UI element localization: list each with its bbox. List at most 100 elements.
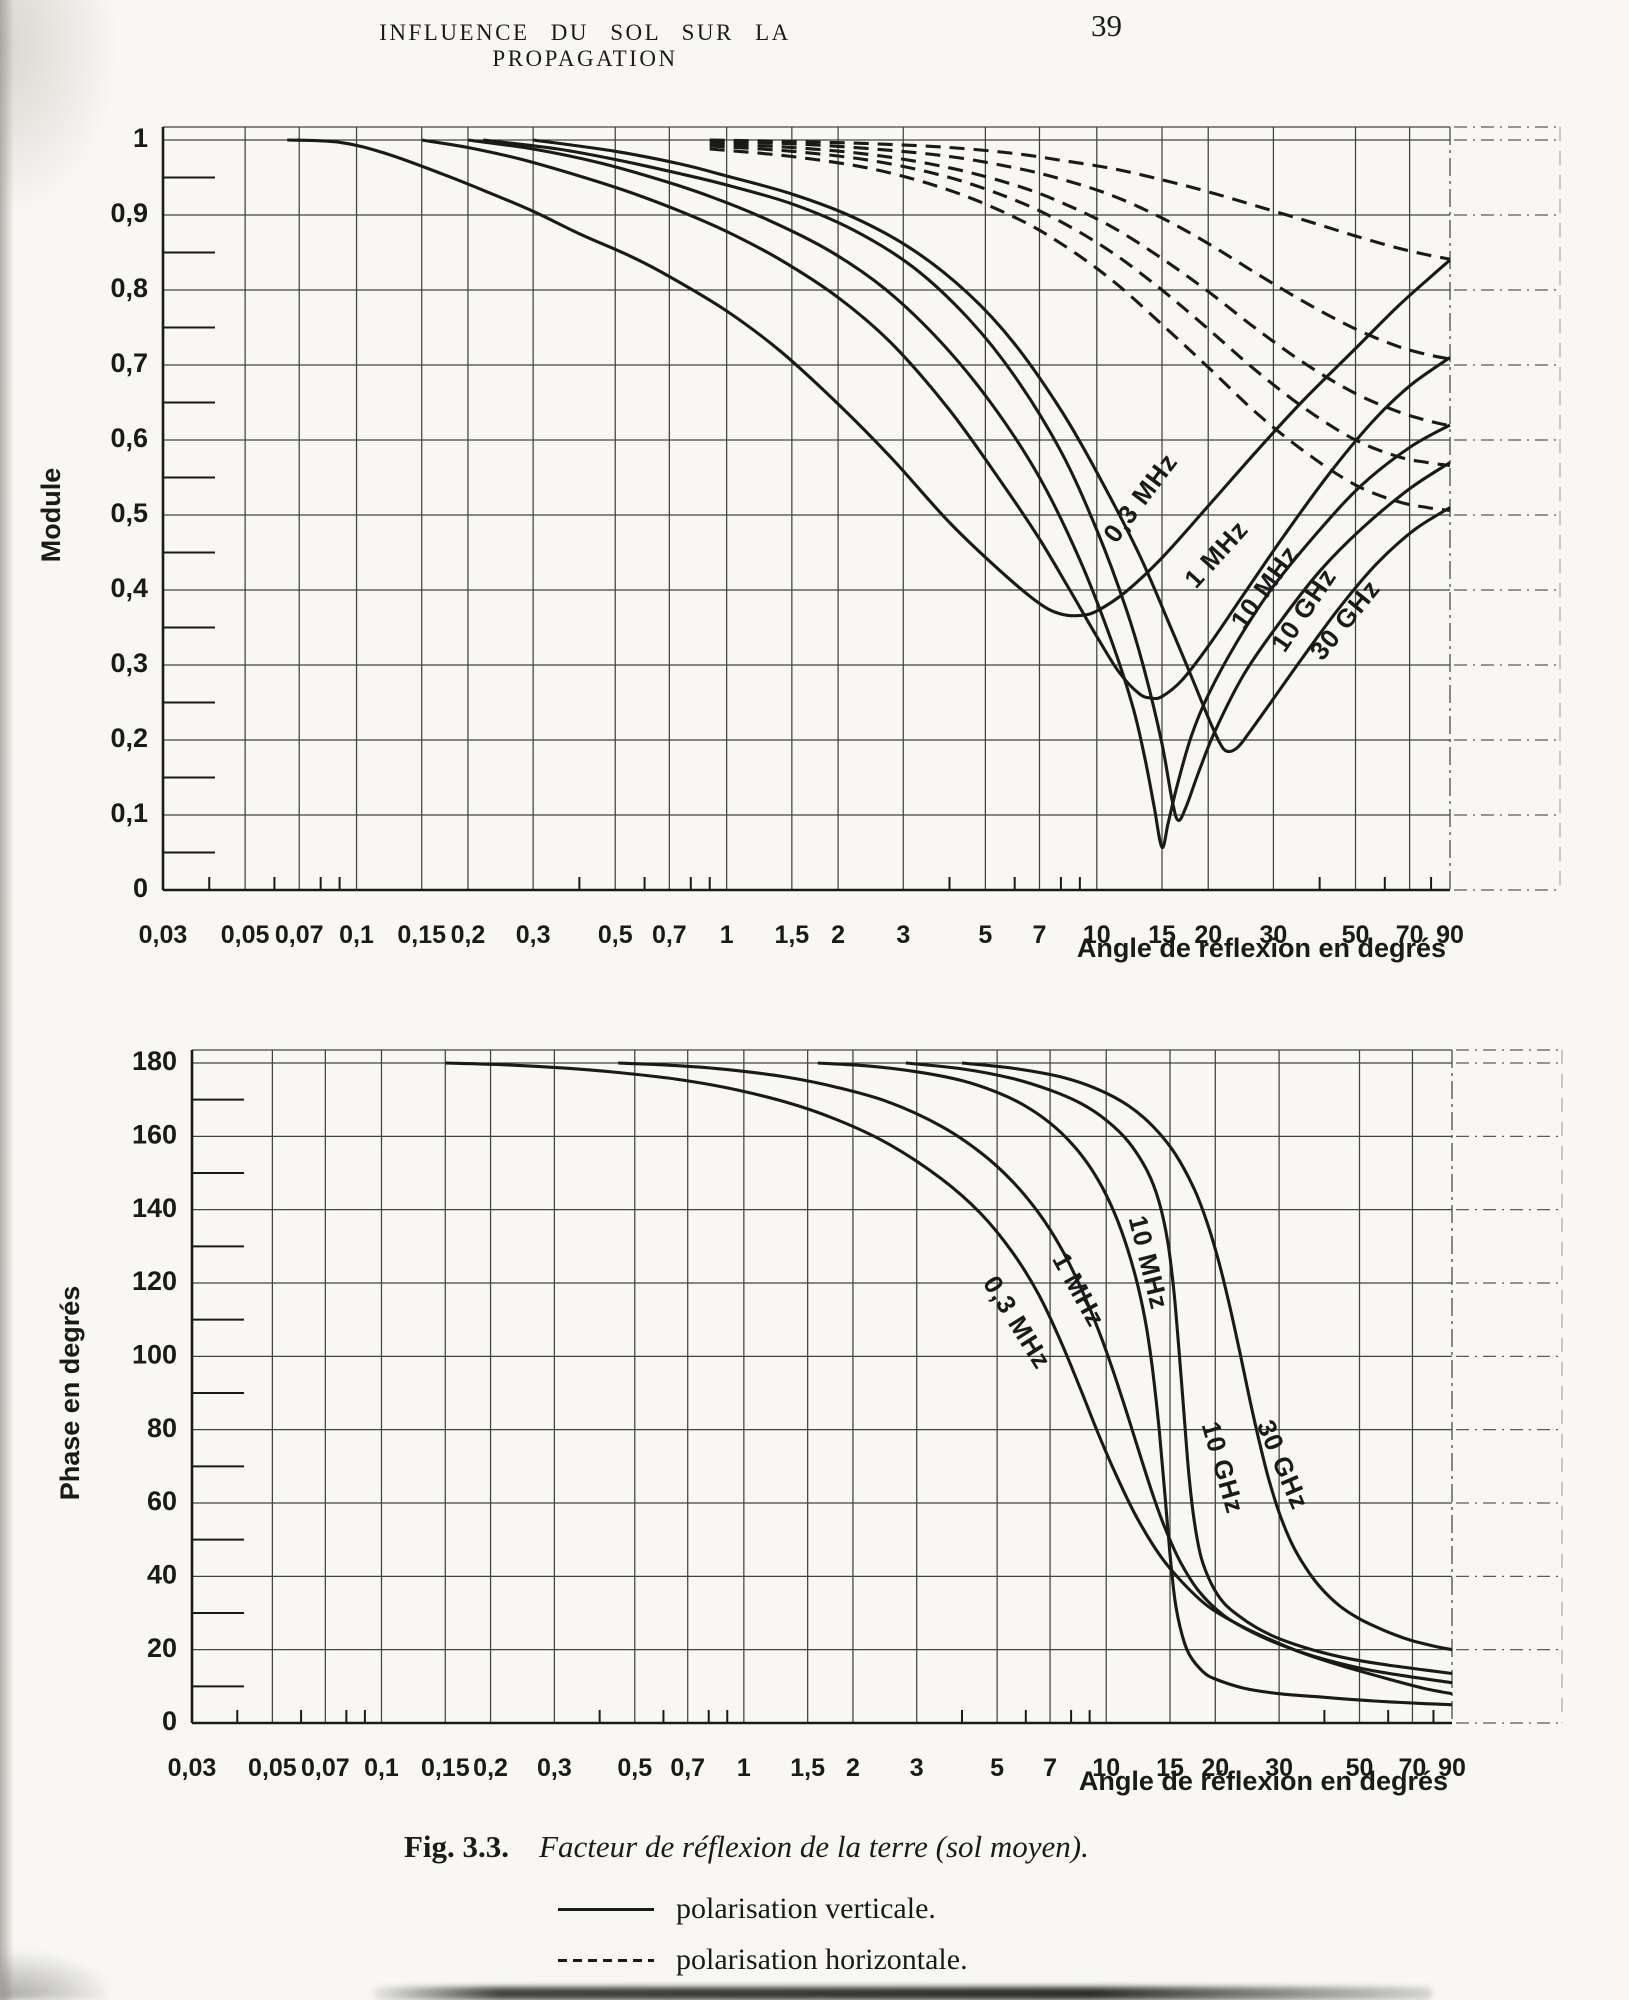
module-tick-labels: 1 0,9 0,8 0,7 0,6 0,5 0,4 0,3 0,2 0,1 0 0,03 0,05 0,0…: [110, 123, 1463, 949]
svg-text:0,7: 0,7: [110, 348, 148, 378]
svg-text:120: 120: [132, 1266, 177, 1296]
phase-x-axis-title: Angle de réflexion en degrés: [1079, 1766, 1448, 1796]
svg-text:1,5: 1,5: [790, 1754, 825, 1782]
svg-text:0,7: 0,7: [652, 921, 687, 949]
svg-text:20: 20: [1194, 921, 1222, 949]
svg-text:15: 15: [1148, 921, 1176, 949]
svg-text:0,5: 0,5: [598, 921, 633, 949]
curve-03MHz-horizontale: [709, 138, 1451, 261]
svg-text:7: 7: [1033, 921, 1047, 949]
svg-text:0: 0: [133, 873, 148, 903]
svg-text:50: 50: [1346, 1754, 1374, 1782]
curve-1MHz-horizontale: [709, 139, 1451, 361]
svg-text:0,5: 0,5: [617, 1754, 652, 1782]
svg-text:90: 90: [1436, 921, 1464, 949]
curve-30GHz-verticale: [961, 1061, 1453, 1652]
svg-text:10: 10: [1092, 1754, 1120, 1782]
svg-text:80: 80: [147, 1413, 177, 1443]
svg-text:0,3: 0,3: [110, 648, 148, 678]
dashed-line-swatch: [558, 1958, 654, 1962]
svg-text:3: 3: [910, 1754, 924, 1782]
svg-text:0,07: 0,07: [275, 921, 324, 949]
svg-text:0,1: 0,1: [110, 798, 148, 828]
curve-03MHz-verticale: [287, 138, 1452, 618]
legend-dashed-label: polarisation horizontale.: [676, 1943, 968, 1976]
svg-text:0,3: 0,3: [516, 921, 551, 949]
module-x-axis-title: Angle de réflexion en degrés: [1077, 933, 1446, 963]
module-chart: 1 0,9 0,8 0,7 0,6 0,5 0,4 0,3 0,2 0,1 0 0,03 0,05 0,0…: [36, 123, 1561, 963]
curve-1MHz-verticale: [421, 138, 1451, 701]
svg-text:0,5: 0,5: [110, 498, 148, 528]
svg-text:0,15: 0,15: [421, 1754, 470, 1782]
curve-10MHz-verticale: [817, 1061, 1453, 1707]
svg-text:0,2: 0,2: [473, 1754, 508, 1782]
svg-text:15: 15: [1156, 1754, 1184, 1782]
curve-30GHz-verticale: [532, 138, 1451, 754]
svg-text:0,15: 0,15: [397, 921, 446, 949]
svg-text:0: 0: [162, 1706, 177, 1736]
svg-text:90: 90: [1438, 1754, 1466, 1782]
svg-text:0,7: 0,7: [670, 1754, 705, 1782]
curve-10MHz-verticale: [467, 138, 1451, 849]
module-y-axis-title: Module: [36, 468, 66, 563]
svg-text:20: 20: [147, 1633, 177, 1663]
svg-text:0,2: 0,2: [451, 921, 486, 949]
svg-text:180: 180: [132, 1046, 177, 1076]
legend-vertical-polarization: polarisation verticale.: [558, 1892, 936, 1926]
curve-10MHz-horizontale: [709, 142, 1451, 428]
svg-text:30: 30: [1265, 1754, 1293, 1782]
module-curves: [287, 138, 1452, 849]
svg-text:0,8: 0,8: [110, 273, 148, 303]
svg-text:0,4: 0,4: [110, 573, 148, 603]
svg-text:20: 20: [1201, 1754, 1229, 1782]
svg-text:5: 5: [978, 921, 992, 949]
curve-1MHz-verticale: [618, 1061, 1453, 1685]
svg-text:0,1: 0,1: [364, 1754, 399, 1782]
figure-title: Facteur de réflexion de la terre (sol mo…: [539, 1829, 1089, 1864]
svg-text:1,5: 1,5: [774, 921, 809, 949]
svg-text:1: 1: [133, 123, 148, 153]
svg-text:140: 140: [132, 1193, 177, 1223]
svg-text:2: 2: [831, 921, 845, 949]
legend-horizontal-polarization: polarisation horizontale.: [558, 1943, 968, 1977]
svg-text:0,9: 0,9: [110, 198, 148, 228]
svg-text:5: 5: [990, 1754, 1004, 1782]
page-number: 39: [1091, 8, 1122, 43]
svg-text:50: 50: [1342, 921, 1370, 949]
svg-text:40: 40: [147, 1559, 177, 1589]
svg-text:0,05: 0,05: [221, 921, 270, 949]
figure-caption: Fig. 3.3. Facteur de réflexion de la terr…: [404, 1829, 1089, 1865]
svg-text:70: 70: [1396, 921, 1424, 949]
curve-03MHz-verticale: [445, 1061, 1453, 1696]
curve-label-03MHz: 0,3 MHz: [977, 1270, 1057, 1374]
svg-text:1: 1: [720, 921, 734, 949]
legend-solid-label: polarisation verticale.: [676, 1892, 936, 1925]
page-header-title: INFLUENCE DU SOL SUR LA PROPAGATION: [379, 20, 791, 71]
svg-text:60: 60: [147, 1486, 177, 1516]
phase-grid: [191, 1049, 1563, 1724]
curve-label-1MHz: 1 MHz: [1046, 1247, 1111, 1332]
svg-text:160: 160: [132, 1119, 177, 1149]
svg-text:0,3: 0,3: [537, 1754, 572, 1782]
svg-text:0,05: 0,05: [248, 1754, 297, 1782]
phase-y-axis-title: Phase en degrés: [55, 1286, 85, 1501]
phase-curves: [445, 1061, 1453, 1707]
svg-text:70: 70: [1399, 1754, 1427, 1782]
module-minor-ticks: [164, 176, 1433, 889]
svg-text:0,03: 0,03: [168, 1754, 217, 1782]
svg-text:3: 3: [896, 921, 910, 949]
svg-text:30: 30: [1259, 921, 1287, 949]
curve-label-10GHz: 10 GHz: [1196, 1418, 1251, 1517]
svg-text:0,2: 0,2: [110, 723, 148, 753]
curve-10GHz-horizontale: [709, 144, 1451, 468]
svg-text:2: 2: [846, 1754, 860, 1782]
svg-text:0,03: 0,03: [139, 921, 188, 949]
svg-text:0,6: 0,6: [110, 423, 148, 453]
phase-minor-ticks: [193, 1098, 1435, 1722]
module-grid: [162, 126, 1561, 891]
curve-10GHz-verticale: [905, 1061, 1453, 1676]
